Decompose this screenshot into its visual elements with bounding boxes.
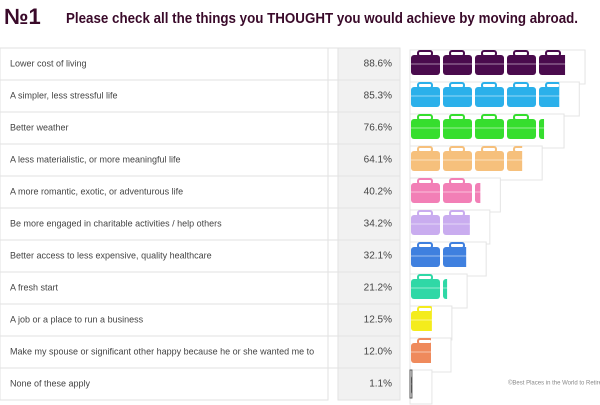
value-label: 12.5% <box>364 315 392 326</box>
row-label: A simpler, less stressful life <box>10 90 118 100</box>
label-column <box>0 47 329 401</box>
value-label: 34.2% <box>364 219 392 230</box>
row-label: Better access to less expensive, quality… <box>10 250 212 260</box>
bar <box>410 50 566 78</box>
bar <box>410 306 432 334</box>
row-label: A job or a place to run a business <box>10 314 144 324</box>
bar <box>410 338 431 366</box>
bar-frame <box>409 369 433 405</box>
value-label: 76.6% <box>364 123 392 134</box>
row-label: Better weather <box>10 122 69 132</box>
row-label: A more romantic, exotic, or adventurous … <box>10 186 183 196</box>
row-label: Be more engaged in charitable activities… <box>10 218 222 228</box>
value-label: 21.2% <box>364 283 392 294</box>
bar <box>410 178 481 206</box>
chart-title: Please check all the things you THOUGHT … <box>66 11 578 27</box>
row-label: A fresh start <box>10 282 59 292</box>
bar <box>410 146 523 174</box>
credit: ©Best Places in the World to Retire <box>508 380 600 387</box>
bar <box>410 114 545 142</box>
chart-number: №1 <box>4 4 41 29</box>
pct-column <box>337 47 401 401</box>
bar <box>410 274 448 302</box>
row-label: A less materialistic, or more meaningful… <box>10 154 181 164</box>
value-label: 88.6% <box>364 59 392 70</box>
value-label: 40.2% <box>364 187 392 198</box>
value-label: 32.1% <box>364 251 392 262</box>
bar <box>410 242 467 270</box>
bar <box>409 369 413 399</box>
row-label: None of these apply <box>10 378 91 388</box>
value-label: 12.0% <box>364 347 392 358</box>
value-label: 64.1% <box>364 155 392 166</box>
value-label: 85.3% <box>364 91 392 102</box>
row-label: Make my spouse or significant other happ… <box>10 346 314 356</box>
bar <box>410 210 470 238</box>
row-label: Lower cost of living <box>10 58 87 68</box>
bar <box>410 82 560 110</box>
value-label: 1.1% <box>369 379 392 390</box>
